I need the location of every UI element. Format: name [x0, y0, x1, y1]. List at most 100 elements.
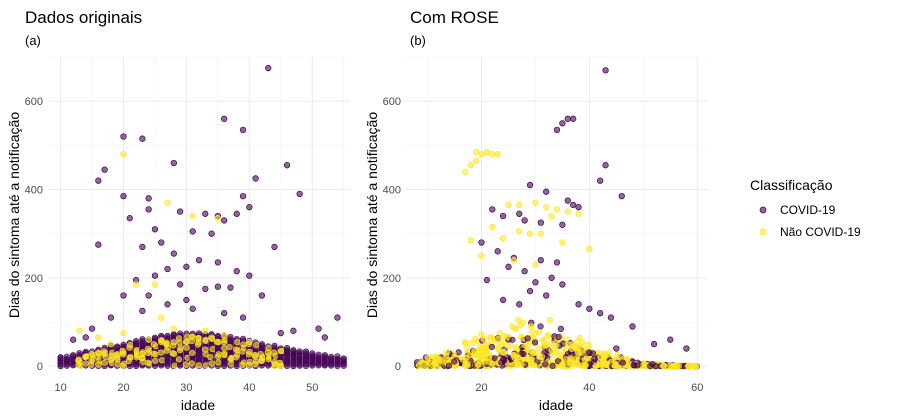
data-point — [183, 296, 190, 304]
data-point — [570, 201, 577, 209]
data-point — [489, 206, 496, 213]
data-point — [478, 252, 485, 259]
data-point — [126, 354, 134, 361]
data-point — [152, 351, 159, 358]
data-point — [164, 265, 171, 273]
data-point — [95, 334, 102, 341]
data-point — [170, 339, 177, 346]
data-point — [483, 276, 491, 284]
data-point — [466, 352, 473, 359]
data-point — [520, 350, 527, 358]
data-point — [494, 345, 501, 352]
data-point — [107, 314, 115, 321]
data-point — [488, 343, 495, 351]
data-point — [277, 362, 284, 369]
data-point — [574, 360, 581, 367]
data-point — [602, 162, 609, 169]
data-point — [509, 336, 516, 343]
data-point — [120, 329, 127, 337]
data-point — [283, 344, 291, 352]
data-point — [640, 361, 647, 369]
data-point — [472, 157, 480, 164]
data-point — [296, 190, 303, 198]
data-point — [489, 360, 496, 368]
data-point — [220, 339, 228, 346]
x-tick-label: 40 — [583, 382, 595, 394]
data-point — [334, 353, 341, 360]
data-point — [139, 135, 146, 142]
data-point — [208, 334, 215, 341]
data-point — [239, 192, 247, 200]
data-point — [524, 335, 531, 342]
data-point — [536, 353, 543, 360]
data-point — [535, 328, 542, 336]
data-point — [472, 148, 480, 156]
data-point — [574, 338, 582, 345]
data-point — [537, 257, 544, 264]
data-point — [95, 177, 102, 184]
data-point — [221, 344, 228, 352]
data-point — [170, 159, 177, 167]
data-point — [526, 181, 534, 189]
data-point — [481, 358, 488, 365]
data-point — [511, 361, 519, 368]
data-point — [559, 239, 566, 246]
data-point — [564, 208, 571, 215]
data-point — [151, 272, 159, 279]
data-point — [277, 348, 284, 355]
data-point — [478, 331, 485, 338]
panel-a-ylabel: Dias do sintoma até a notificação — [6, 112, 22, 318]
data-point — [497, 340, 504, 348]
data-point — [101, 166, 108, 173]
data-point — [202, 210, 209, 217]
data-point — [521, 217, 528, 224]
data-point — [573, 355, 580, 362]
data-point — [228, 360, 235, 367]
data-point — [532, 261, 539, 268]
data-point — [483, 148, 491, 156]
data-point — [214, 215, 222, 222]
data-point — [170, 250, 177, 257]
data-point — [139, 307, 146, 315]
data-point — [208, 230, 215, 237]
data-point — [526, 355, 534, 362]
data-point — [209, 346, 216, 353]
data-point — [176, 281, 184, 288]
data-point — [537, 219, 544, 226]
data-point — [499, 234, 507, 242]
data-point — [476, 344, 483, 351]
data-point — [443, 349, 450, 356]
data-point — [574, 349, 582, 356]
data-point — [227, 333, 234, 341]
data-point — [63, 353, 70, 360]
data-point — [557, 352, 564, 359]
data-point — [575, 301, 582, 308]
data-point — [139, 349, 146, 356]
data-point — [564, 197, 571, 204]
data-point — [88, 325, 96, 332]
data-point — [120, 151, 127, 158]
data-point — [462, 361, 469, 368]
panel-b-ylabel: Dias do sintoma até a notificação — [364, 112, 380, 318]
data-point — [505, 201, 512, 209]
data-point — [164, 199, 171, 206]
data-point — [494, 248, 501, 255]
data-point — [315, 351, 322, 358]
data-point — [541, 342, 549, 349]
data-point — [108, 355, 115, 362]
data-point — [592, 363, 599, 370]
data-point — [531, 339, 539, 346]
data-point — [82, 353, 90, 360]
data-point — [221, 332, 228, 339]
data-point — [175, 356, 183, 363]
data-point — [133, 346, 140, 354]
data-point — [271, 358, 278, 365]
y-tick-label: 600 — [383, 96, 401, 108]
data-point — [221, 217, 228, 224]
data-point — [501, 349, 508, 356]
data-point — [315, 325, 322, 332]
data-point — [226, 343, 233, 351]
data-point — [516, 228, 523, 235]
data-point — [145, 336, 152, 343]
data-point — [467, 237, 474, 244]
